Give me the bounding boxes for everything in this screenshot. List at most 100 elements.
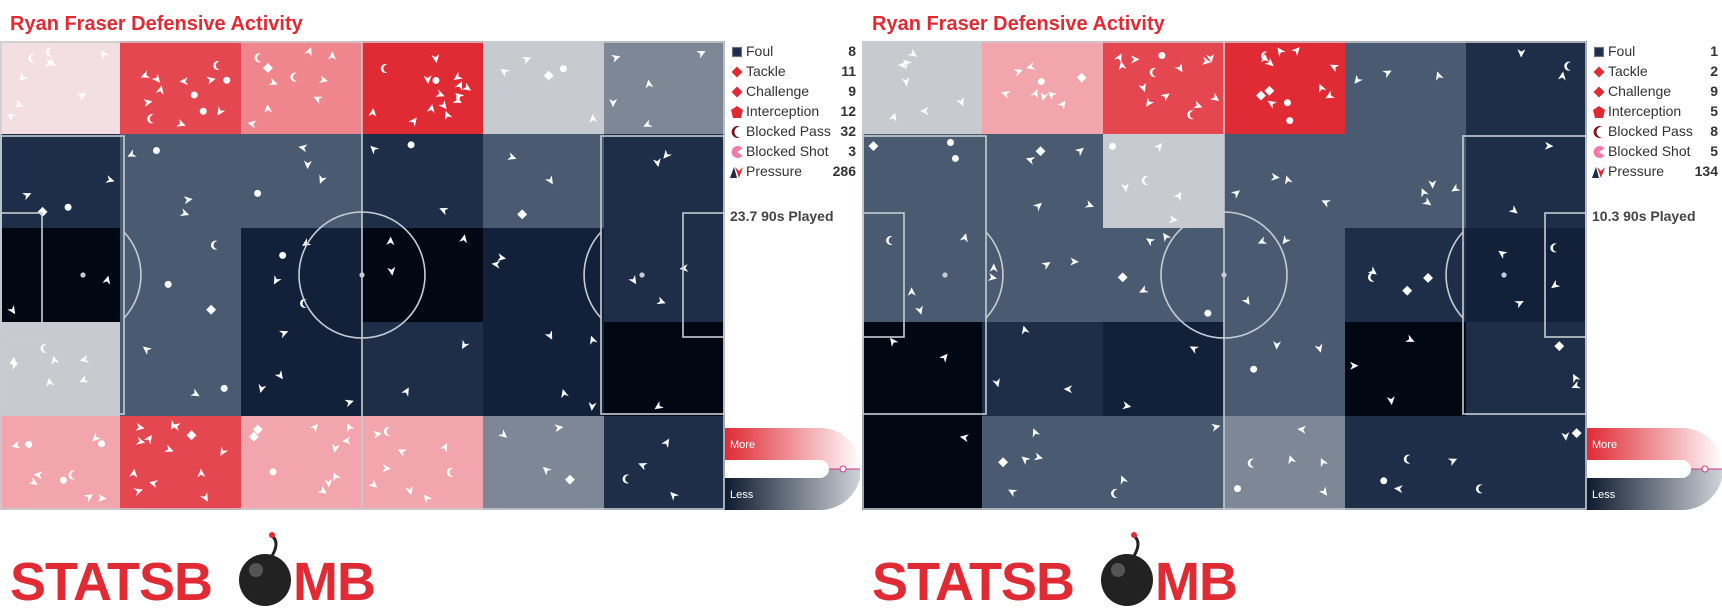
- pressure-mark: [206, 76, 216, 85]
- interception-mark: [432, 76, 440, 84]
- pressure-mark: [452, 95, 462, 103]
- pressure-mark: [1557, 71, 1566, 81]
- heatmap-cell: [1103, 322, 1224, 416]
- pressure-mark: [1421, 188, 1429, 198]
- pressure-mark: [497, 253, 507, 262]
- pressure-mark: [200, 492, 208, 502]
- blocked-pass-mark: [380, 64, 388, 74]
- pressure-mark: [102, 275, 111, 285]
- pressure-mark: [1114, 53, 1122, 63]
- pressure-mark: [148, 480, 159, 488]
- pressure-mark: [1350, 361, 1359, 370]
- pressure-mark: [1264, 57, 1274, 67]
- heatmap-cell: [483, 416, 604, 510]
- pressure-mark: [423, 494, 433, 504]
- pressure-mark: [455, 93, 465, 102]
- pressure-mark: [1297, 425, 1307, 434]
- pressure-mark: [915, 305, 923, 315]
- pressure-mark: [33, 471, 43, 480]
- tackle-mark: [1571, 428, 1582, 439]
- pressure-mark: [459, 234, 467, 244]
- pressure-mark: [1121, 183, 1129, 192]
- pressure-mark: [179, 77, 189, 86]
- pressure-mark: [22, 193, 32, 201]
- pressure-mark: [1146, 238, 1156, 247]
- legend-row-tackle: Tackle 2: [1590, 62, 1720, 82]
- pressure-mark: [382, 464, 392, 473]
- interception-mark: [1234, 485, 1242, 493]
- pressure-mark: [273, 275, 282, 285]
- panel-right: Ryan Fraser Defensive Activity Foul 1 Tac…: [862, 0, 1722, 610]
- legend-row-challenge: Challenge 9: [728, 82, 858, 102]
- scale-more-label: More: [1592, 439, 1617, 451]
- pressure-mark: [423, 75, 432, 84]
- pressure-mark: [372, 430, 382, 439]
- pressure-mark: [1033, 202, 1042, 212]
- tackle-mark: [1255, 90, 1266, 101]
- pressure-mark: [46, 58, 56, 67]
- pressure-mark: [545, 175, 553, 185]
- crescent-icon: [730, 125, 744, 139]
- pressure-mark: [344, 399, 354, 408]
- pressure-mark: [1447, 458, 1458, 466]
- legend-row-blocked-shot: Blocked Shot 5: [1590, 142, 1720, 162]
- pressure-mark: [1573, 373, 1581, 384]
- blocked-pass-mark: [886, 235, 893, 245]
- legend: Foul 1 Tackle 2 Challenge 9 Interception 5 B…: [1590, 42, 1720, 182]
- logo-text-left: STATSB: [10, 552, 212, 608]
- pressure-mark: [79, 375, 89, 383]
- blocked-pass-mark: [300, 298, 307, 308]
- pressure-mark: [217, 106, 226, 116]
- pressure-mark: [988, 273, 997, 281]
- legend-row-pressure: Pressure 286: [728, 162, 858, 182]
- pressure-mark: [1084, 200, 1094, 208]
- heatmap-cell: [241, 228, 362, 322]
- pressure-mark: [76, 93, 87, 101]
- pressure-mark: [1026, 62, 1036, 70]
- pressure-mark: [696, 50, 706, 59]
- logo-text-left: STATSB: [872, 552, 1074, 608]
- legend-label: Blocked Pass: [1608, 123, 1693, 139]
- pressure-mark: [888, 112, 897, 122]
- pressure-mark: [1386, 396, 1395, 405]
- pressure-mark: [959, 233, 968, 243]
- pressure-mark: [129, 468, 138, 478]
- heatmap-cell: [241, 134, 362, 228]
- pressure-mark: [989, 263, 998, 273]
- tackle-mark: [252, 424, 263, 435]
- pressure-mark: [264, 104, 273, 113]
- legend-label: Foul: [746, 43, 774, 59]
- interception-mark: [254, 189, 262, 197]
- statsbomb-logo: STATSB MB: [872, 530, 1252, 608]
- pressure-mark: [1436, 71, 1444, 81]
- heatmap-cell: [362, 41, 483, 134]
- heatmap-cell: [0, 134, 120, 228]
- pressure-mark: [589, 114, 598, 123]
- pressure-mark: [405, 486, 414, 496]
- pressure-mark: [454, 81, 462, 91]
- blocked-pass-mark: [446, 467, 454, 477]
- pressure-mark: [1551, 279, 1561, 289]
- pressure-mark: [439, 443, 448, 453]
- pressure-mark: [590, 335, 598, 345]
- pressure-mark: [319, 174, 327, 184]
- pressure-mark: [1314, 343, 1323, 353]
- heatmap-cell: [0, 228, 120, 322]
- interception-mark: [59, 476, 67, 484]
- pressure-mark: [1514, 301, 1524, 309]
- legend-count: 32: [840, 123, 856, 139]
- legend-count: 134: [1694, 163, 1718, 179]
- pressure-mark: [19, 72, 28, 81]
- heatmap-cell: [241, 322, 362, 416]
- pressure-mark: [1382, 70, 1392, 79]
- pitch-lines: [0, 41, 725, 510]
- pressure-mark: [992, 378, 1000, 388]
- pitch-lines: [862, 41, 1587, 510]
- heatmap-cell: [483, 134, 604, 228]
- pressure-mark: [342, 436, 351, 445]
- pressure-mark: [1032, 428, 1041, 438]
- square-icon: [1592, 45, 1606, 59]
- legend-count: 8: [848, 43, 856, 59]
- pressure-mark: [247, 120, 257, 129]
- legend-label: Challenge: [746, 83, 810, 99]
